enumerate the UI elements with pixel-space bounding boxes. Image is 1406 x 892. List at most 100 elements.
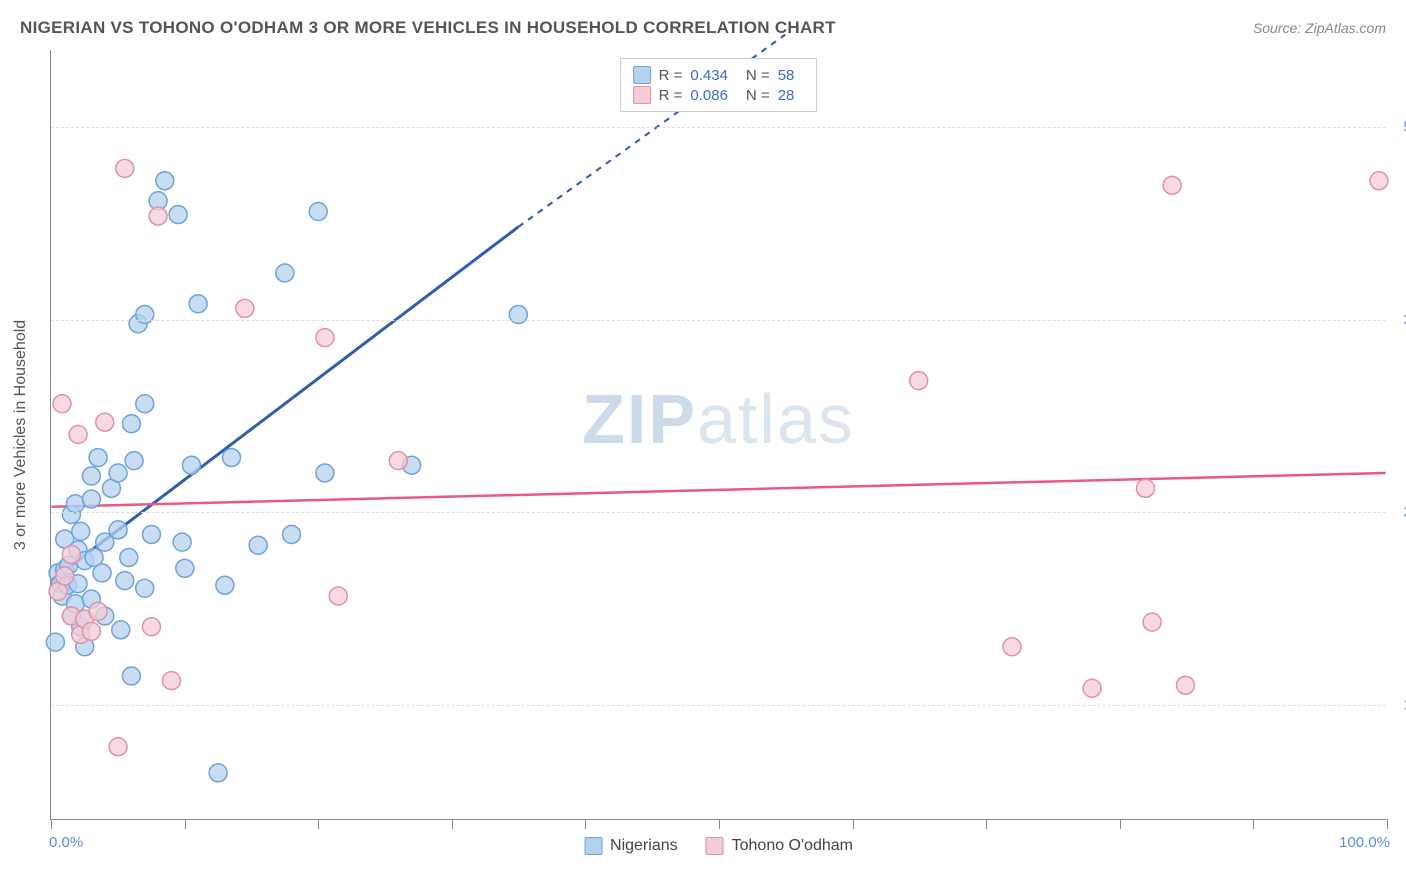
y-axis-title: 3 or more Vehicles in Household: [12, 319, 30, 549]
y-tick-label: 25.0%: [1391, 504, 1406, 521]
data-point: [329, 587, 347, 605]
legend-stats-row: R = 0.434 N = 58: [633, 66, 805, 84]
x-tick: [318, 819, 319, 829]
y-tick-label: 12.5%: [1391, 696, 1406, 713]
grid-line: [51, 705, 1386, 706]
data-point: [120, 549, 138, 567]
data-point: [176, 559, 194, 577]
data-point: [53, 395, 71, 413]
data-point: [236, 299, 254, 317]
legend-stats-row: R = 0.086 N = 28: [633, 86, 805, 104]
chart-title: NIGERIAN VS TOHONO O'ODHAM 3 OR MORE VEH…: [20, 18, 836, 38]
x-tick: [986, 819, 987, 829]
data-point: [96, 413, 114, 431]
data-point: [93, 564, 111, 582]
data-point: [69, 426, 87, 444]
data-point: [82, 467, 100, 485]
data-point: [189, 295, 207, 313]
data-point: [1370, 172, 1388, 190]
data-point: [1143, 613, 1161, 631]
grid-line: [51, 127, 1386, 128]
x-tick-label: 100.0%: [1339, 834, 1390, 851]
data-point: [82, 490, 100, 508]
y-tick-label: 37.5%: [1391, 311, 1406, 328]
data-point: [1136, 479, 1154, 497]
data-point: [316, 464, 334, 482]
data-point: [125, 452, 143, 470]
legend-series: Nigerians Tohono O'odham: [584, 837, 853, 855]
data-point: [173, 533, 191, 551]
data-point: [182, 456, 200, 474]
data-point: [112, 621, 130, 639]
legend-swatch: [633, 86, 651, 104]
data-point: [46, 633, 64, 651]
legend-swatch: [584, 837, 602, 855]
x-tick: [51, 819, 52, 829]
n-label: N =: [746, 67, 770, 84]
plot-area: 3 or more Vehicles in Household ZIPatlas…: [50, 50, 1386, 820]
trend-line: [51, 473, 1385, 507]
y-tick-label: 50.0%: [1391, 119, 1406, 136]
r-label: R =: [659, 67, 683, 84]
legend-item: Nigerians: [584, 837, 678, 855]
data-point: [276, 264, 294, 282]
data-point: [136, 579, 154, 597]
data-point: [1163, 176, 1181, 194]
data-point: [116, 159, 134, 177]
data-point: [1083, 679, 1101, 697]
data-point: [149, 207, 167, 225]
legend-label: Tohono O'odham: [732, 837, 853, 855]
x-tick: [1387, 819, 1388, 829]
x-tick: [452, 819, 453, 829]
data-point: [169, 206, 187, 224]
grid-line: [51, 320, 1386, 321]
data-point: [122, 667, 140, 685]
legend-swatch: [633, 66, 651, 84]
x-tick-label: 0.0%: [49, 834, 83, 851]
data-point: [89, 449, 107, 467]
r-label: R =: [659, 87, 683, 104]
x-tick: [853, 819, 854, 829]
x-tick: [1253, 819, 1254, 829]
r-value: 0.434: [690, 67, 728, 84]
data-point: [109, 464, 127, 482]
data-point: [1177, 676, 1195, 694]
n-value: 28: [778, 87, 795, 104]
legend-label: Nigerians: [610, 837, 678, 855]
data-point: [72, 522, 90, 540]
legend-item: Tohono O'odham: [706, 837, 853, 855]
x-tick: [185, 819, 186, 829]
data-point: [316, 329, 334, 347]
data-point: [136, 395, 154, 413]
data-point: [389, 452, 407, 470]
data-point: [89, 602, 107, 620]
n-value: 58: [778, 67, 795, 84]
data-point: [56, 567, 74, 585]
data-point: [216, 576, 234, 594]
data-point: [109, 738, 127, 756]
data-point: [910, 372, 928, 390]
data-point: [309, 203, 327, 221]
data-point: [142, 525, 160, 543]
data-point: [1003, 638, 1021, 656]
x-tick: [719, 819, 720, 829]
n-label: N =: [746, 87, 770, 104]
data-point: [249, 536, 267, 554]
x-tick: [585, 819, 586, 829]
data-point: [209, 764, 227, 782]
data-point: [509, 306, 527, 324]
legend-swatch: [706, 837, 724, 855]
data-point: [223, 449, 241, 467]
data-point: [82, 622, 100, 640]
data-point: [66, 495, 84, 513]
legend-stats: R = 0.434 N = 58 R = 0.086 N = 28: [620, 58, 818, 112]
source-attribution: Source: ZipAtlas.com: [1253, 20, 1386, 36]
data-point: [142, 618, 160, 636]
grid-line: [51, 512, 1386, 513]
data-point: [283, 525, 301, 543]
x-tick: [1120, 819, 1121, 829]
data-point: [62, 545, 80, 563]
data-point: [122, 415, 140, 433]
data-point: [162, 672, 180, 690]
r-value: 0.086: [690, 87, 728, 104]
